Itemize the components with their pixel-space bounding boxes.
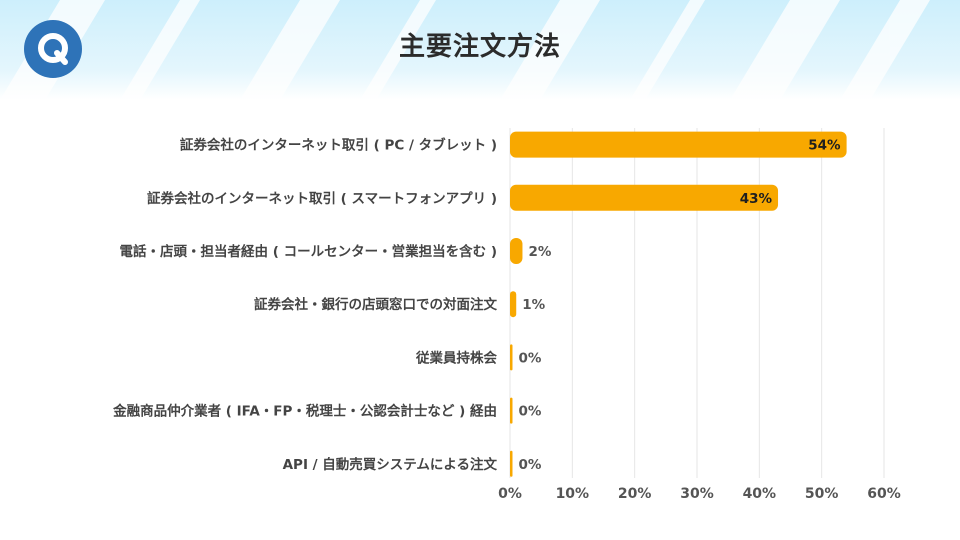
value-label: 0%: [519, 350, 542, 366]
category-label: 従業員持株会: [415, 349, 497, 366]
x-tick-label: 0%: [498, 486, 522, 502]
value-label: 43%: [740, 191, 773, 207]
category-label: API / 自動売買システムによる注文: [283, 456, 498, 473]
value-label: 1%: [522, 297, 545, 313]
category-label: 証券会社・銀行の店頭窓口での対面注文: [254, 296, 497, 313]
bar: [510, 397, 513, 424]
category-label: 証券会社のインターネット取引 ( PC / タブレット ): [180, 137, 497, 154]
value-label: 0%: [519, 457, 542, 473]
x-tick-label: 50%: [805, 486, 839, 502]
category-label: 証券会社のインターネット取引 ( スマートフォンアプリ ): [147, 190, 497, 207]
bar: [510, 131, 847, 158]
value-label: 0%: [519, 404, 542, 420]
bar: [510, 184, 779, 211]
bar: [510, 291, 517, 318]
category-label: 金融商品仲介業者 ( IFA・FP・税理士・公認会計士など ) 経由: [112, 403, 497, 420]
x-tick-label: 60%: [867, 486, 901, 502]
category-label: 電話・店頭・担当者経由 ( コールセンター・営業担当を含む ): [120, 243, 497, 260]
bar: [510, 450, 513, 477]
header-banner: [0, 0, 960, 100]
bar: [510, 344, 513, 371]
page-title: 主要注文方法: [398, 32, 561, 62]
q-logo-icon: [24, 20, 82, 78]
value-label: 2%: [528, 244, 551, 260]
x-tick-label: 30%: [680, 486, 714, 502]
x-tick-label: 20%: [618, 486, 652, 502]
bar: [510, 238, 523, 264]
x-tick-label: 40%: [743, 486, 777, 502]
value-label: 54%: [808, 138, 841, 154]
x-tick-label: 10%: [556, 486, 590, 502]
